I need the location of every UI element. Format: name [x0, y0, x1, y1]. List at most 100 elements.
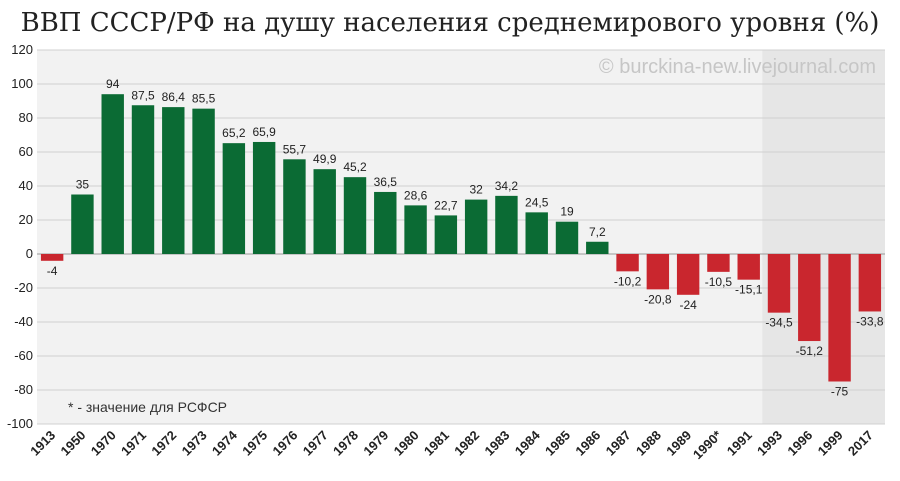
bars [40, 94, 882, 382]
x-tick-label: 1981 [421, 428, 452, 459]
y-axis-ticks: 120 100 80 60 40 20 0 -20 -40 -60 -80 -100 [7, 42, 33, 431]
data-label: 34,2 [495, 179, 519, 193]
x-tick-label: 1983 [481, 428, 512, 459]
data-label: -10,5 [705, 275, 733, 289]
bar [343, 177, 367, 254]
data-label: 86,4 [162, 90, 186, 104]
data-label: -34,5 [765, 316, 793, 330]
x-tick-label: 1984 [512, 427, 544, 459]
x-tick-label: 1989 [663, 428, 694, 459]
x-tick-label: 1990* [690, 427, 725, 462]
bar [525, 212, 548, 254]
data-label: 55,7 [283, 142, 307, 156]
x-tick-label: 1973 [179, 428, 210, 459]
data-label: -24 [679, 298, 697, 312]
data-label: 85,5 [192, 92, 216, 106]
data-label: 45,2 [343, 160, 367, 174]
x-tick-label: 1975 [239, 428, 270, 459]
x-tick-label: 1988 [633, 428, 664, 459]
x-tick-label: 1986 [572, 428, 603, 459]
chart-title: ВВП СССР/РФ на душу населения среднемиро… [20, 8, 880, 38]
bar [313, 169, 336, 254]
bar [222, 143, 246, 254]
data-label: 94 [106, 77, 120, 91]
bar [676, 254, 700, 295]
data-label: -51,2 [796, 344, 824, 358]
bar [252, 141, 276, 254]
data-label: -33,8 [856, 314, 884, 328]
data-label: 22,7 [434, 198, 458, 212]
data-label: 36,5 [374, 175, 398, 189]
bar [858, 254, 882, 312]
data-label: 32 [469, 183, 483, 197]
bar [192, 108, 215, 255]
bar [40, 254, 64, 261]
bar [464, 199, 488, 254]
bar [374, 191, 397, 254]
x-tick-label: 1950 [57, 428, 88, 459]
bar [101, 94, 124, 254]
y-tick-label: 60 [19, 144, 33, 159]
data-label: 7,2 [589, 225, 606, 239]
x-tick-label: 1996 [784, 428, 815, 459]
x-tick-label: 1974 [209, 427, 241, 459]
bar [707, 254, 730, 272]
y-tick-label: 20 [19, 212, 33, 227]
bar [586, 241, 609, 254]
x-tick-label: 1982 [451, 428, 482, 459]
x-tick-label: 1999 [815, 428, 846, 459]
x-tick-label: 1913 [27, 428, 58, 459]
y-tick-label: 80 [19, 110, 33, 125]
y-tick-label: -60 [14, 348, 33, 363]
bar [737, 254, 760, 280]
x-tick-label: 1993 [754, 428, 785, 459]
bar [555, 221, 579, 254]
x-tick-label: 1976 [269, 428, 300, 459]
data-label: -75 [831, 385, 849, 399]
bar [828, 254, 851, 382]
bar [131, 105, 155, 254]
x-tick-label: 1987 [603, 428, 634, 459]
data-label: 24,5 [525, 195, 549, 209]
x-tick-label: 1985 [542, 428, 573, 459]
y-tick-label: 120 [11, 42, 33, 57]
data-label: -4 [47, 264, 58, 278]
y-tick-label: -20 [14, 280, 33, 295]
y-tick-label: 0 [26, 246, 33, 261]
data-label: 49,9 [313, 152, 337, 166]
data-label: 65,2 [222, 126, 246, 140]
bar [404, 205, 427, 254]
y-tick-label: -80 [14, 382, 33, 397]
data-label: 28,6 [404, 188, 428, 202]
y-tick-label: -40 [14, 314, 33, 329]
x-tick-label: 2017 [845, 428, 876, 459]
x-tick-label: 1977 [300, 428, 331, 459]
x-tick-label: 1980 [391, 428, 422, 459]
x-tick-label: 1978 [330, 428, 361, 459]
x-tick-label: 1970 [88, 428, 119, 459]
bar [71, 194, 94, 254]
data-label: -10,2 [614, 274, 642, 288]
data-label: 87,5 [131, 88, 155, 102]
bar [495, 195, 518, 254]
data-label: 19 [560, 205, 574, 219]
data-label: -20,8 [644, 292, 672, 306]
y-tick-label: 100 [11, 76, 33, 91]
data-label: -15,1 [735, 283, 763, 297]
data-label: 65,9 [252, 125, 276, 139]
footnote: * - значение для РСФСР [68, 399, 227, 415]
x-tick-label: 1991 [724, 428, 755, 459]
y-tick-label: -100 [7, 416, 33, 431]
bar [767, 254, 791, 313]
x-tick-label: 1972 [148, 428, 179, 459]
data-label: 35 [76, 178, 90, 192]
bar [798, 254, 821, 342]
bar [283, 159, 306, 254]
x-tick-label: 1971 [118, 428, 149, 459]
y-tick-label: 40 [19, 178, 33, 193]
bar [162, 107, 185, 255]
watermark: © burckina-new.livejournal.com [599, 56, 876, 78]
shaded-region [762, 50, 885, 424]
value-labels: -4 35 94 87,5 86,4 85,5 65,2 65,9 55,7 49,9 45,2 36… [47, 77, 884, 398]
